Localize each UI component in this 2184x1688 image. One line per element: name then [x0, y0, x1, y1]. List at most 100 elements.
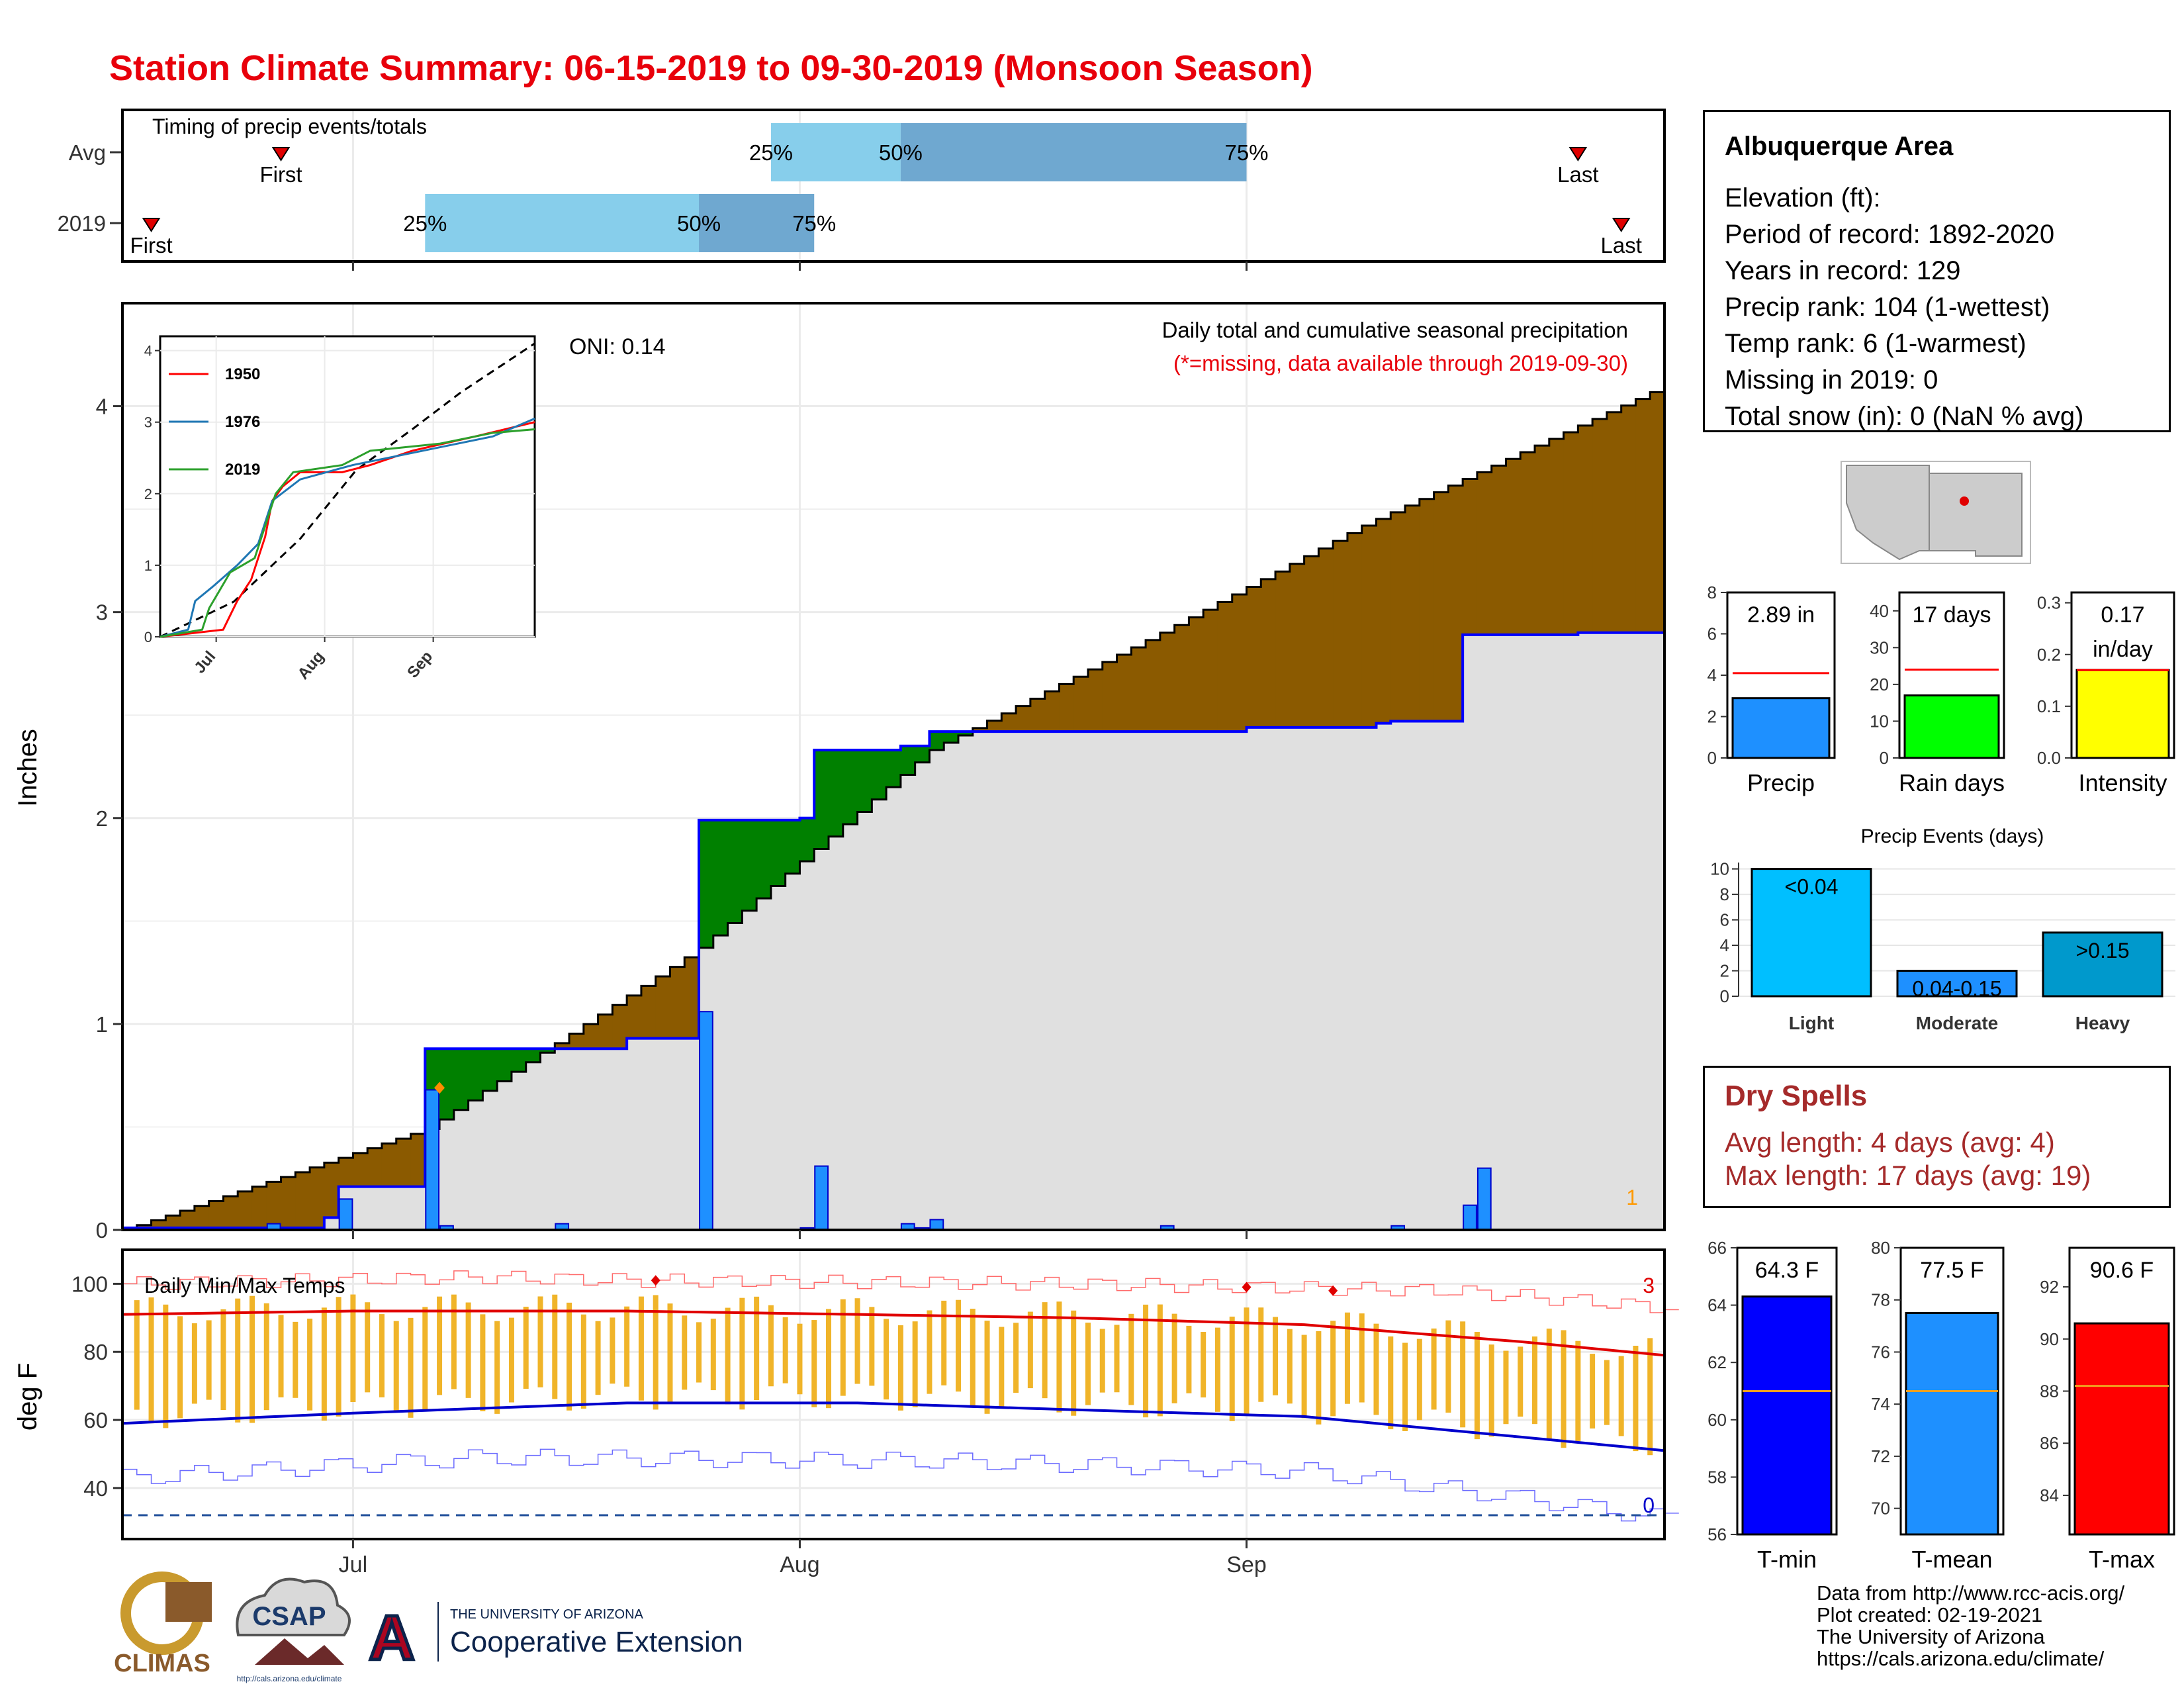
precip-diff-fill	[987, 720, 1002, 732]
temp-daily-bar	[739, 1297, 745, 1410]
precip-diff-fill	[1361, 526, 1377, 727]
x-tick-label: Jul	[339, 1552, 367, 1577]
precip-cum-fill	[1318, 727, 1334, 1230]
precip-diff-fill	[324, 1162, 340, 1218]
precip-cum-fill	[1232, 731, 1248, 1230]
temp-daily-bar	[927, 1310, 933, 1394]
precip-summary-bar	[1731, 697, 1831, 759]
timing-marker	[271, 147, 291, 162]
temp-daily-bar	[336, 1297, 341, 1417]
precip-cum-fill	[468, 1100, 483, 1230]
precip-cum-fill	[1520, 634, 1535, 1230]
temp-daily-bar	[826, 1309, 832, 1409]
timing-row-label: Avg	[69, 140, 106, 165]
csap-logo-mountain	[255, 1638, 344, 1665]
precip-cum-fill	[353, 1186, 368, 1230]
precip-diff-fill	[1563, 432, 1578, 635]
timing-pct-label: 75%	[792, 211, 836, 236]
intensity-summary-bar	[2075, 669, 2170, 759]
inset-legend-label: 1976	[225, 413, 260, 431]
temp-mean-summary-category-label: T-mean	[1911, 1546, 1992, 1573]
temp-daily-bar	[840, 1299, 846, 1396]
intensity-summary-category-label: Intensity	[2078, 769, 2167, 796]
precip-diff-fill	[223, 1196, 238, 1228]
temp-daily-bar	[1330, 1321, 1336, 1417]
temp-mean-summary-value-label: 77.5 F	[1920, 1258, 1983, 1283]
temp-daily-bar	[494, 1321, 500, 1414]
events-bar-label: <0.04	[1785, 875, 1839, 899]
precip-diff-fill	[1030, 698, 1046, 732]
precip-cum-fill	[1333, 727, 1348, 1230]
precip-cum-fill	[1087, 731, 1103, 1230]
precip-cum-fill	[1160, 731, 1175, 1230]
temp-daily-bar	[884, 1319, 889, 1400]
inset-series-line-1976	[159, 417, 535, 638]
temp-daily-bar	[567, 1302, 572, 1411]
temp-record-low-line	[122, 1448, 1679, 1522]
temp-daily-bar	[508, 1317, 514, 1403]
precip-diff-fill	[872, 750, 887, 800]
temp-record-high-line	[122, 1270, 1679, 1313]
precip-cum-fill	[1001, 731, 1017, 1230]
temp-daily-bar	[408, 1317, 414, 1418]
footer-plot-date: Plot created: 02-19-2021	[1817, 1603, 2043, 1626]
temp-daily-bar	[1460, 1321, 1466, 1428]
precip-cum-fill	[1246, 727, 1261, 1230]
precip-diff-fill	[266, 1182, 282, 1228]
precip-diff-fill	[1433, 492, 1449, 722]
precip-diff-fill	[958, 731, 974, 735]
precip-cum-fill	[1650, 632, 1665, 1230]
precip-cum-fill	[1073, 731, 1089, 1230]
precip-frame	[121, 302, 1666, 1231]
precip-diff-fill	[1376, 518, 1391, 724]
temp-avg-max-line	[122, 1309, 1665, 1357]
temp-daily-bar	[134, 1300, 140, 1410]
temp-max-summary-category-label: T-max	[2089, 1546, 2155, 1573]
events-category-label: Heavy	[2075, 1013, 2130, 1033]
precip-cum-fill	[944, 743, 959, 1230]
temp-mean-summary-tick-label: 78	[1871, 1290, 1890, 1310]
raindays-summary-tick-label: 40	[1870, 601, 1889, 621]
precip-diff-fill	[1059, 684, 1074, 732]
intensity-summary-tick-label: 0.2	[2037, 645, 2061, 665]
precip-diff-fill	[1578, 425, 1593, 633]
precip-diff-fill	[1448, 485, 1463, 722]
oni-label: ONI: 0.14	[569, 334, 666, 359]
temp-daily-bar	[177, 1316, 183, 1419]
precip-diff-fill	[310, 1167, 325, 1228]
precip-diff-fill	[1131, 647, 1146, 732]
precip-cum-fill	[439, 1119, 455, 1230]
precip-summary-value-label: 2.89 in	[1747, 602, 1815, 628]
timing-frame	[121, 109, 1666, 263]
precip-cum-fill	[482, 1090, 498, 1230]
timing-marker-label: Last	[1557, 162, 1598, 187]
temp-daily-bar	[235, 1298, 241, 1423]
precip-cum-fill	[612, 1049, 627, 1230]
precip-cum-fill	[1578, 632, 1593, 1230]
station-location-dot	[1960, 496, 1969, 506]
precip-diff-fill	[1635, 399, 1651, 633]
precip-cum-fill	[1635, 632, 1651, 1230]
temp-min-summary-tick-label: 66	[1707, 1238, 1727, 1258]
raindays-summary-tick-label: 20	[1870, 675, 1889, 694]
events-bar-label: 0.04-0.15	[1912, 977, 2001, 1001]
events-bar	[1896, 970, 2018, 998]
precip-diff-fill	[1232, 594, 1248, 732]
temp-daily-bar	[148, 1297, 154, 1424]
precip-diff-fill	[886, 750, 901, 788]
precip-y-axis-label: Inches	[13, 729, 42, 807]
precip-diff-fill	[497, 1049, 512, 1082]
precip-diff-fill	[612, 1005, 627, 1049]
intensity-summary-tick-label: 0.1	[2037, 696, 2061, 716]
temp-daily-bar	[379, 1314, 385, 1397]
temp-daily-bar	[797, 1323, 803, 1395]
temp-panel: 40 60 80 100 Daily Min/Max Temps 3 0 Jul Aug Sep d…	[13, 1248, 1679, 1577]
precip-cum-fill	[497, 1081, 512, 1230]
temp-daily-bar	[480, 1314, 486, 1411]
temp-min-summary-tick-label: 58	[1707, 1467, 1727, 1487]
temp-daily-bar	[984, 1321, 990, 1414]
precip-cum-fill	[1146, 731, 1161, 1230]
temp-daily-bar	[970, 1309, 976, 1407]
footer-university: The University of Arizona	[1817, 1625, 2045, 1648]
